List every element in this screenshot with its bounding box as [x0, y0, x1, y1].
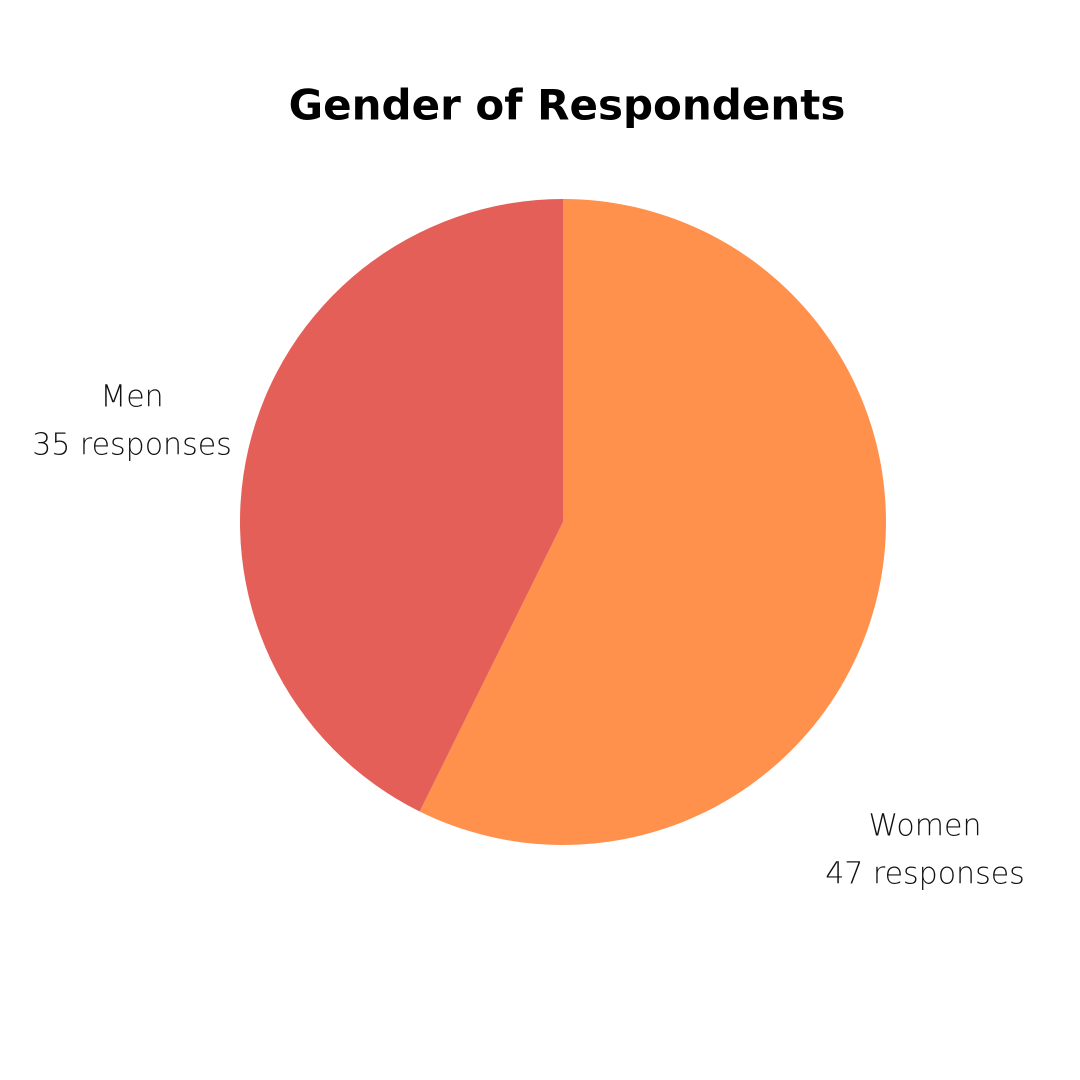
- slice-category-label: Women: [869, 809, 982, 844]
- chart-title: Gender of Respondents: [289, 81, 846, 130]
- pie-slice: [419, 199, 887, 846]
- slice-value-label: 47 responses: [825, 857, 1025, 892]
- pie-slice: [240, 199, 563, 812]
- slice-value-label: 35 responses: [32, 428, 232, 463]
- slice-category-label: Men: [100, 380, 163, 415]
